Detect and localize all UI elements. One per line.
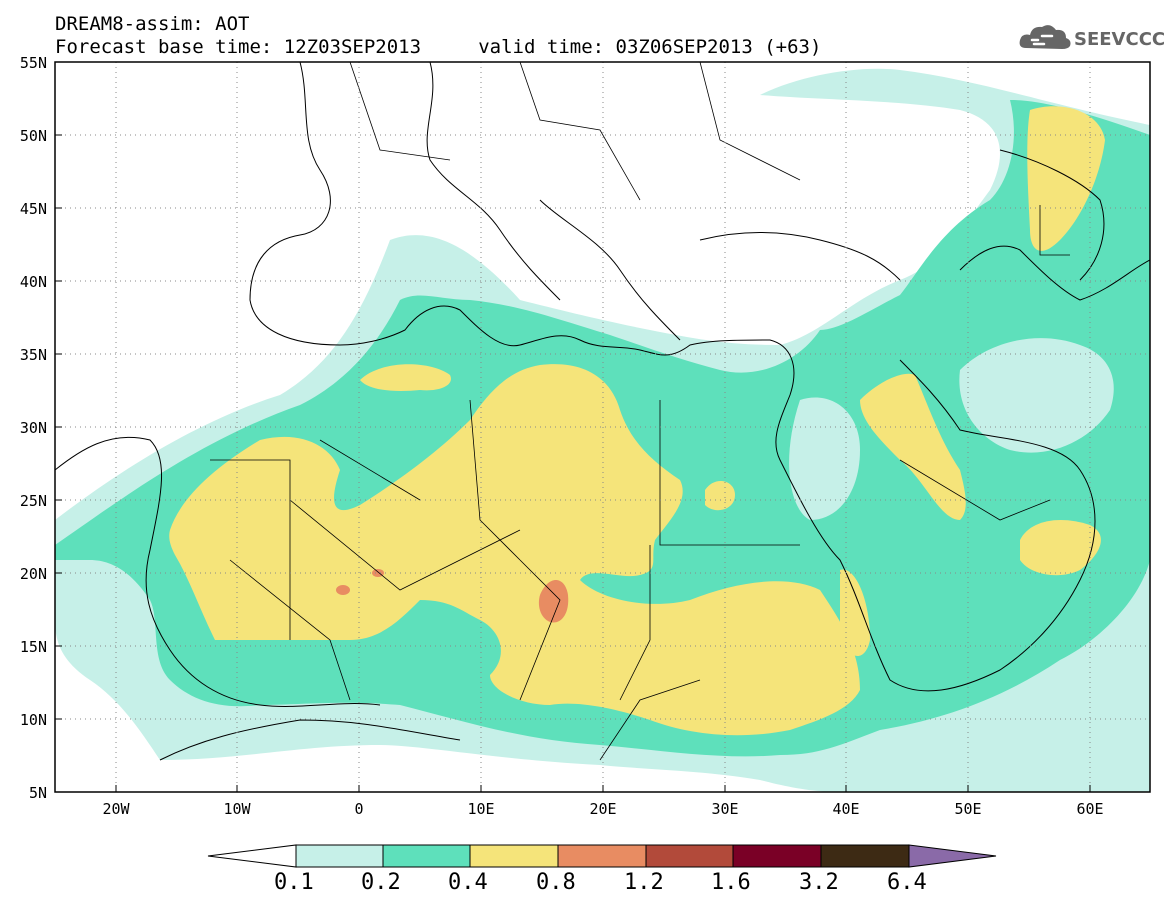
lon-label: 10E (467, 800, 494, 818)
coastlines (55, 62, 1150, 761)
lat-label: 25N (20, 492, 47, 510)
country-borders (210, 62, 1070, 761)
logo-text: SEEVCCC (1074, 29, 1165, 50)
colorbar-segment (820, 844, 910, 868)
gridlines (55, 62, 1150, 792)
lon-label: 20E (589, 800, 616, 818)
colorbar-segment (295, 844, 384, 868)
aot-level-0-4-egypt (705, 480, 735, 511)
colorbar-segment (645, 844, 734, 868)
latitude-labels: 55N 50N 45N 40N 35N 30N 25N 20N 15N 10N … (20, 54, 47, 802)
longitude-labels: 20W 10W 0 10E 20E 30E 40E 50E 60E (102, 800, 1103, 818)
aot-level-0-8-spot-a (336, 585, 350, 595)
colorbar-label: 0.1 (274, 870, 314, 895)
colorbar-segment (382, 844, 471, 868)
lat-label: 15N (20, 638, 47, 656)
colorbar-high-arrow (908, 844, 997, 868)
aot-level-0-4-caspian (1027, 106, 1105, 251)
colorbar-low-arrow (207, 844, 297, 868)
cloud-icon (1019, 25, 1071, 49)
map-title: DREAM8-assim: AOT (55, 13, 250, 35)
aot-level-0-4-horn (840, 569, 870, 657)
aot-level-0-1-inner (959, 338, 1114, 453)
forecast-time-subtitle: Forecast base time: 12Z03SEP2013 valid t… (55, 36, 822, 58)
lat-label: 35N (20, 346, 47, 364)
lon-label: 10W (223, 800, 251, 818)
aot-level-0-8-chad (538, 580, 569, 623)
lat-label: 40N (20, 273, 47, 291)
colorbar-label: 0.4 (448, 870, 488, 895)
lon-label: 50E (954, 800, 981, 818)
lon-label: 30E (711, 800, 738, 818)
aot-level-0-8-spot-b (372, 569, 384, 577)
lat-label: 5N (29, 784, 47, 802)
lat-label: 10N (20, 711, 47, 729)
aot-level-0-4-sahara (169, 364, 861, 736)
colorbar-segment (732, 844, 822, 868)
tick-marks (55, 61, 1091, 792)
lat-label: 55N (20, 54, 47, 72)
colorbar-label: 3.2 (799, 870, 839, 895)
aot-level-0-4-oman (1020, 520, 1101, 576)
colorbar-label: 0.8 (536, 870, 576, 895)
lat-label: 20N (20, 565, 47, 583)
lon-label: 20W (102, 800, 130, 818)
colorbar-label: 1.2 (624, 870, 664, 895)
lat-label: 30N (20, 419, 47, 437)
seevccc-logo: SEEVCCC (1018, 18, 1165, 58)
colorbar-segment (469, 844, 559, 868)
colorbar-label: 0.2 (361, 870, 401, 895)
colorbar-label: 1.6 (711, 870, 751, 895)
lon-label: 40E (832, 800, 859, 818)
lon-label: 0 (354, 800, 363, 818)
aot-level-0-1-inner-2 (789, 397, 860, 520)
colorbar-segment (557, 844, 647, 868)
lat-label: 50N (20, 127, 47, 145)
lon-label: 60E (1076, 800, 1103, 818)
colorbar-label: 6.4 (887, 870, 927, 895)
lat-label: 45N (20, 200, 47, 218)
colorbar (207, 844, 997, 868)
aot-level-0-4-small (360, 364, 451, 391)
